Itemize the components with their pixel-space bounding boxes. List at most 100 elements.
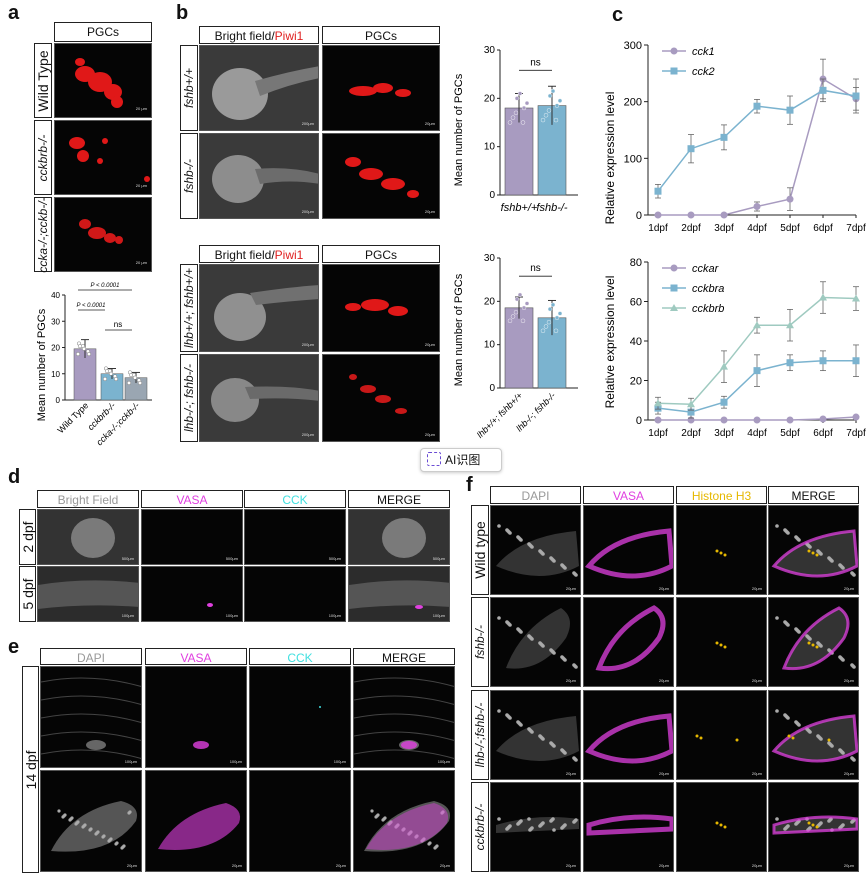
panel-b-row-fshb-wt: fshb+/+	[180, 45, 198, 131]
panel-c-bottom-point-cckbrb-4	[786, 321, 794, 329]
panel-e-image-r0c1: 100μm	[145, 666, 247, 768]
panel-d-image-r0c2: 500μm	[244, 509, 346, 565]
panel-c-bottom-point-cckbra-2	[720, 398, 728, 406]
panel-c-bottom-xtick-0: 1dpf	[648, 428, 668, 439]
panel-c-bottom-point-cckbrb-3	[753, 321, 761, 329]
panel-b-bf-fshb-wt: 200μm	[199, 45, 319, 131]
ai-recognize-button[interactable]: AI识图	[420, 448, 502, 472]
panel-c-bottom-ytick-2: 40	[630, 336, 642, 348]
panel-d-row-label-0: 2 dpf	[19, 509, 36, 565]
panel-a-image-cckbrb: 20 μm	[54, 120, 152, 195]
panel-f-row-label-1: fshb-/-	[471, 597, 489, 687]
panel-label-c: c	[612, 4, 624, 26]
panel-c-top-xtick-4: 5dpf	[780, 223, 800, 234]
panel-c-bottom-ytick-0: 0	[636, 415, 642, 427]
panel-b-bf-lhb-ko: 200μm	[199, 354, 319, 442]
panel-c-bottom-point-cckbrb-0	[654, 399, 662, 407]
panel-f-image-r3c0: 20μm	[490, 782, 581, 872]
panel-c-top-point-cck1-4	[786, 195, 794, 203]
panel-d-header-0: Bright Field	[37, 490, 139, 508]
panel-c-bottom-series-cckbrb	[657, 296, 857, 405]
panel-label-a: a	[8, 2, 20, 24]
panel-c-bottom-xtick-5: 6dpf	[813, 428, 833, 439]
panel-b-header-bf-2: Bright field/Piwi1	[199, 245, 319, 263]
panel-a-ytick-4: 40	[51, 291, 60, 300]
panel-c-chart-top: Relative expression level 0 100 200 300 1dpf…	[603, 40, 866, 234]
panel-c-bottom-point-cckbrb-5	[819, 293, 827, 301]
panel-c-top-point-cck2-6	[852, 92, 860, 100]
panel-f-image-r3c2: 20μm	[676, 782, 767, 872]
panel-d-image-r1c0: 100μm	[37, 566, 139, 622]
panel-b-pgc-lhb-wt: 20μm	[322, 264, 440, 352]
panel-f-header-1: VASA	[583, 486, 674, 504]
panel-e-header-0: DAPI	[40, 648, 142, 665]
panel-c-top-point-cck1-1	[687, 211, 695, 219]
panel-f-image-r0c2: 20μm	[676, 505, 767, 595]
panel-a-sig-3: ns	[114, 320, 122, 329]
panel-label-e: e	[8, 636, 20, 658]
panel-b-bottom-xlabel-0: lhb+/+; fshb+/+	[475, 390, 525, 440]
panel-d-image-r0c3: 500μm	[348, 509, 450, 565]
panel-d-image-r1c3: 100μm	[348, 566, 450, 622]
panel-c-top-ytick-0: 0	[636, 210, 642, 222]
panel-a-ytick-3: 30	[51, 317, 60, 326]
panel-c-bottom-xtick-4: 5dpf	[780, 428, 800, 439]
panel-c-top-point-cck1-3	[753, 203, 761, 210]
panel-e-row-label: 14 dpf	[22, 666, 39, 873]
panel-f-row-label-2: lhb-/-;fshb-/-	[471, 690, 489, 780]
panel-d-row-label-1: 5 dpf	[19, 566, 36, 622]
panel-d-image-r0c1: 500μm	[141, 509, 243, 565]
panel-e-image-r1c3: 20μm	[353, 770, 455, 872]
panel-c-bottom-xtick-3: 4dpf	[747, 428, 767, 439]
panel-c-top-xtick-1: 2dpf	[681, 223, 701, 234]
panel-c-top-ytick-2: 200	[624, 97, 642, 109]
panel-c-bottom-xtick-2: 3dpf	[714, 428, 734, 439]
panel-b-top-ytick-0: 0	[489, 190, 495, 201]
panel-c-bottom-point-cckbra-5	[819, 357, 827, 365]
panel-c-top-point-cck2-4	[786, 106, 794, 114]
panel-a-xlabel-2: ccka-/-;cckb-/-	[94, 400, 141, 447]
panel-b-bf-fshb-ko: 200μm	[199, 133, 319, 219]
panel-a-xlabel-0: Wild Type	[56, 400, 91, 435]
panel-e-header-1: VASA	[145, 648, 247, 665]
panel-b-top-ylabel: Mean number of PGCs	[453, 73, 465, 186]
panel-c-bottom-ytick-1: 20	[630, 376, 642, 388]
panel-b-row-lhb-wt: lhb+/+; fshb+/+	[180, 264, 198, 352]
panel-c-bottom-point-cckbrb-6	[852, 294, 860, 302]
panel-d-header-3: MERGE	[348, 490, 450, 508]
panel-f-row-label-0: Wild type	[471, 505, 489, 595]
panel-f-image-r2c3: 20μm	[768, 690, 859, 780]
panel-b-bottom-ytick-0: 0	[489, 383, 495, 394]
panel-f-image-r2c0: 20μm	[490, 690, 581, 780]
panel-b-row-lhb-ko: lhb-/-; fshb-/-	[180, 354, 198, 442]
panel-c-top-ytick-3: 300	[624, 40, 642, 52]
panel-f-image-r2c1: 20μm	[583, 690, 674, 780]
panel-c-top-point-cck2-3	[753, 102, 761, 110]
panel-c-top-ylabel: Relative expression level	[603, 92, 617, 225]
panel-a-image-double: 20 μm	[54, 197, 152, 272]
panel-f-header-0: DAPI	[490, 486, 581, 504]
panel-c-bottom-point-cckar-2	[720, 416, 728, 424]
panel-c-bottom-point-cckbra-1	[687, 408, 695, 416]
panel-a-header: PGCs	[54, 22, 152, 42]
panel-c-top-xtick-2: 3dpf	[714, 223, 734, 234]
panel-f-image-r1c2: 20μm	[676, 597, 767, 687]
panel-c-top-point-cck2-1	[687, 145, 695, 153]
panel-a-chart: Mean number of PGCs 0 10 20 30 40 P < 0.0001…	[36, 283, 152, 447]
panel-e-header-3: MERGE	[353, 648, 455, 665]
panel-label-b: b	[176, 2, 189, 24]
panel-d-image-r1c1: 100μm	[141, 566, 243, 622]
panel-e-image-r0c2: 100μm	[249, 666, 351, 768]
panel-b-bottom-sig: ns	[530, 263, 541, 274]
panel-b-pgc-lhb-ko: 20μm	[322, 354, 440, 442]
panel-c-top-xtick-3: 4dpf	[747, 223, 767, 234]
panel-f-image-r2c2: 20μm	[676, 690, 767, 780]
panel-label-d: d	[8, 466, 21, 488]
panel-a-row-label-double: ccka-/-;cckb-/-	[34, 196, 52, 273]
panel-b-chart-bottom: Mean number of PGCs 0 10 20 30 ns lhb+/+; fsh…	[453, 253, 578, 440]
panel-c-bottom-point-cckar-5	[819, 415, 827, 423]
panel-c-bottom-ytick-4: 80	[630, 257, 642, 269]
panel-b-chart-top: Mean number of PGCs 0 10 20 30 ns fshb+/+ fshb…	[453, 45, 578, 214]
panel-d-header-2: CCK	[244, 490, 346, 508]
panel-b-bottom-ytick-3: 30	[484, 253, 496, 264]
